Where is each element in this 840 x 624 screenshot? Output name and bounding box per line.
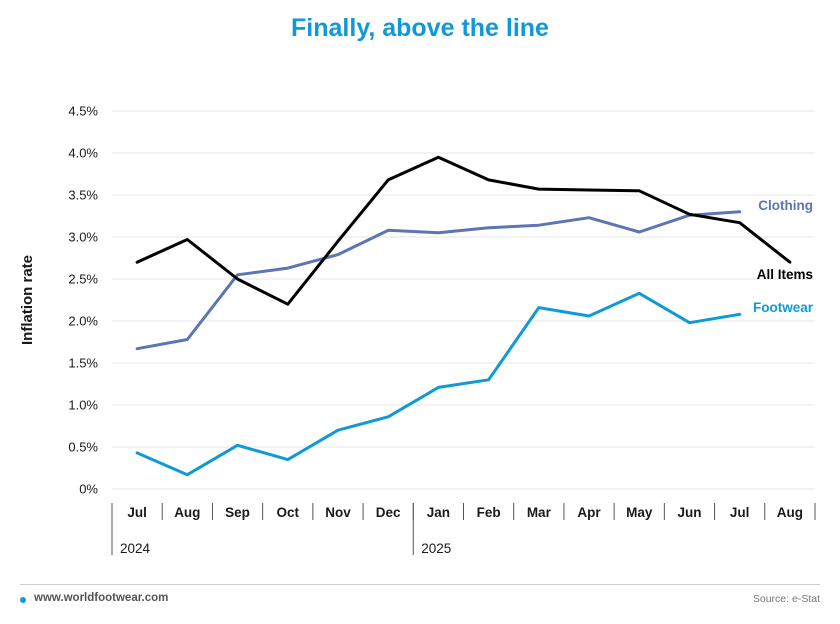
line-chart: 0% 0.5% 1.0% 1.5% 2.0% 2.5% 3.0% 3.5% 4.0% 4.5% I… <box>19 104 816 556</box>
x-axis: Jul Aug Sep Oct Nov Dec Jan Feb Mar Apr May Jun Jul A… <box>111 503 816 556</box>
bullet-icon <box>20 597 26 603</box>
series-line-all-items <box>135 155 792 306</box>
series-line-footwear <box>135 291 742 477</box>
x-tick-label: Sep <box>225 505 250 520</box>
x-tick-label: Apr <box>577 505 601 520</box>
series-line-clothing <box>135 210 742 351</box>
x-tick-label: May <box>626 505 653 520</box>
x-tick-label: Mar <box>527 505 552 520</box>
chart-title: Finally, above the line <box>291 14 549 42</box>
footer-divider <box>20 584 820 585</box>
y-tick-label: 2.5% <box>68 272 98 287</box>
x-tick-label: Jan <box>427 505 450 520</box>
y-axis-ticks: 0% 0.5% 1.0% 1.5% 2.0% 2.5% 3.0% 3.5% 4.0% 4.5% <box>68 104 98 497</box>
x-tick-label: Jul <box>730 505 750 520</box>
y-tick-label: 0.5% <box>68 440 98 455</box>
series-label-all-items: All Items <box>757 267 813 282</box>
y-tick-label: 2.0% <box>68 314 98 329</box>
series-labels: All Items Clothing Footwear <box>753 198 814 315</box>
y-axis-label: Inflation rate <box>19 255 36 345</box>
y-tick-label: 0% <box>79 482 98 497</box>
source-note: Source: e-Stat <box>752 593 820 605</box>
series-lines <box>135 155 792 477</box>
year-label: 2024 <box>120 541 151 556</box>
x-tick-label: Nov <box>325 505 351 520</box>
y-tick-label: 1.5% <box>68 356 98 371</box>
x-tick-label: Aug <box>174 505 200 520</box>
gridlines <box>112 110 815 490</box>
series-label-footwear: Footwear <box>753 300 814 315</box>
y-tick-label: 4.0% <box>68 146 98 161</box>
x-tick-label: Jul <box>127 505 147 520</box>
website-link[interactable]: www.worldfootwear.com <box>34 592 169 604</box>
x-tick-label: Jun <box>677 505 701 520</box>
year-label: 2025 <box>421 541 451 556</box>
y-tick-label: 1.0% <box>68 398 98 413</box>
y-tick-label: 3.5% <box>68 188 98 203</box>
series-label-clothing: Clothing <box>758 198 813 213</box>
y-tick-label: 3.0% <box>68 230 98 245</box>
y-tick-label: 4.5% <box>68 104 98 119</box>
x-tick-label: Dec <box>376 505 401 520</box>
x-tick-label: Aug <box>777 505 803 520</box>
x-tick-label: Oct <box>276 505 299 520</box>
x-tick-label: Feb <box>477 505 501 520</box>
